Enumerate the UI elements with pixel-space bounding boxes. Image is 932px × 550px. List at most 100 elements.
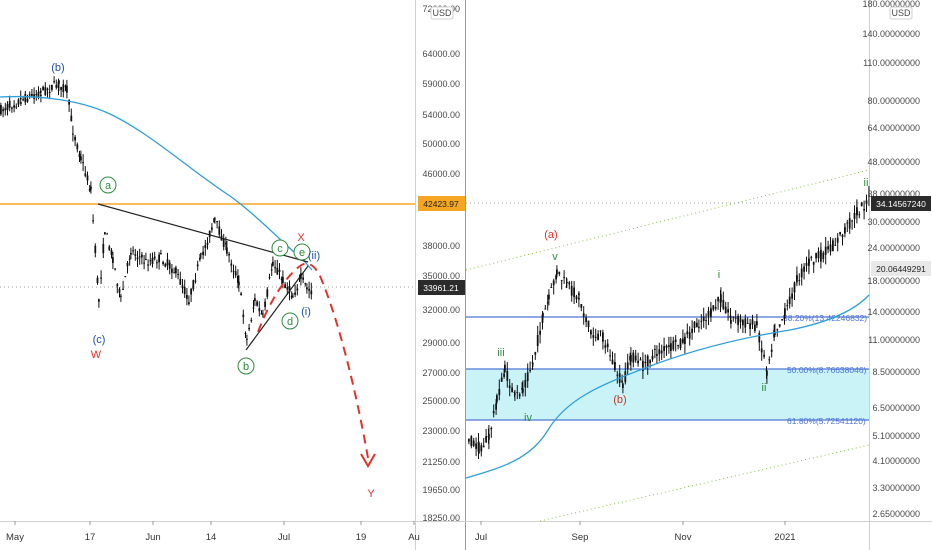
candle-body [560,280,563,282]
candle-body [829,244,832,252]
candle-body [602,338,604,342]
candle-body [868,195,870,197]
candle-body [114,268,116,270]
triangle-lower-line [245,265,309,351]
candle-body [28,94,31,96]
candle-body [810,256,813,258]
candle-body [145,259,147,261]
candle-body [682,338,684,343]
candle-body [558,271,561,275]
candle-body [250,320,253,322]
candle-body [19,98,22,100]
candle-body [550,287,553,289]
candle-body [276,267,279,275]
candle-body [188,302,190,305]
candle-body [179,278,182,285]
candle-body [705,320,707,322]
candle-body [62,84,65,92]
candle-body [31,93,33,96]
candle-body [514,393,516,395]
candle-body [597,333,599,341]
candle-body [200,253,202,255]
candle-body [96,277,99,283]
candle-body [737,315,739,326]
candle-body [199,257,201,260]
candle-body [710,308,712,314]
candle-body [40,94,42,96]
candle-body [702,316,705,321]
candle-body [532,363,534,365]
candle-body [286,287,289,290]
right-currency-box[interactable] [889,6,913,20]
candle-body [592,335,595,338]
candle-body [644,361,647,364]
candle-body [580,304,583,308]
candle-body [516,391,519,393]
candle-body [175,267,177,274]
candle-body [751,319,754,325]
candle-body [68,99,70,105]
candle-body [672,340,675,350]
right-time-tick-label: Jul [475,532,487,543]
candle-body [817,251,820,259]
candle-body [108,246,111,250]
candle-body [37,91,40,98]
candle-body [260,313,263,315]
candle-body [568,282,571,285]
candle-body [744,318,747,328]
candle-body [665,345,668,348]
candle-body [120,295,122,297]
candle-body [280,278,283,281]
candle-body [162,261,164,265]
fib-label-382: 38.20%(13.42246832) [783,313,867,323]
candle-body [734,317,737,319]
right-price-scale[interactable]: 180.00000000 140.00000000 110.00000000 80.0… [862,0,920,519]
candle-body [252,307,255,309]
candle-body [526,372,529,382]
wave-label-ii-right: ii [762,382,767,394]
candle-body [294,292,296,295]
candle-body [658,349,661,355]
candle-body [621,380,623,383]
candle-body [599,330,602,332]
candle-body [17,99,20,105]
price-tick-label: 64000.00 [422,49,460,59]
candle-body [124,276,127,278]
candle-body [2,109,4,112]
candle-body [760,348,763,353]
candle-body [190,288,192,295]
candle-body [226,247,228,254]
candle-body [668,345,670,347]
candle-body [160,253,162,255]
currency-box[interactable] [430,6,454,20]
candle-body [508,385,511,389]
candle-body [488,433,490,440]
left-price-scale[interactable]: 72000.0064000.0059000.0054000.0050000.00… [422,4,460,523]
candle-body [156,262,158,264]
right-price-tick-label: 38.00000000 [867,189,920,199]
candle-body [0,105,2,115]
candle-body [234,271,237,276]
candle-body [202,251,204,256]
right-time-scale[interactable]: Jul Sep Nov 2021 [475,521,796,543]
fib-zone [466,369,869,420]
left-time-scale[interactable]: May 17 Jun 14 Jul 19 Au [6,521,420,543]
candle-body [754,324,756,332]
candle-body [15,106,18,108]
candle-body [242,314,245,318]
price-tick-label: 38000.00 [422,241,460,251]
right-chart: 38.20%(13.42246832) 50.00%(8.76638046) 6… [465,0,931,543]
wave-label-b-top: (b) [51,62,64,74]
candle-body [84,173,87,176]
candle-body [776,329,779,331]
candle-body [86,175,89,181]
candle-body [774,332,776,335]
candle-body [642,368,644,372]
price-tick-label: 25000.00 [422,396,460,406]
candle-body [138,256,141,258]
candle-body [132,250,134,252]
candle-body [570,285,573,296]
candle-body [677,345,679,347]
candle-body [310,290,313,295]
candle-body [707,310,710,317]
